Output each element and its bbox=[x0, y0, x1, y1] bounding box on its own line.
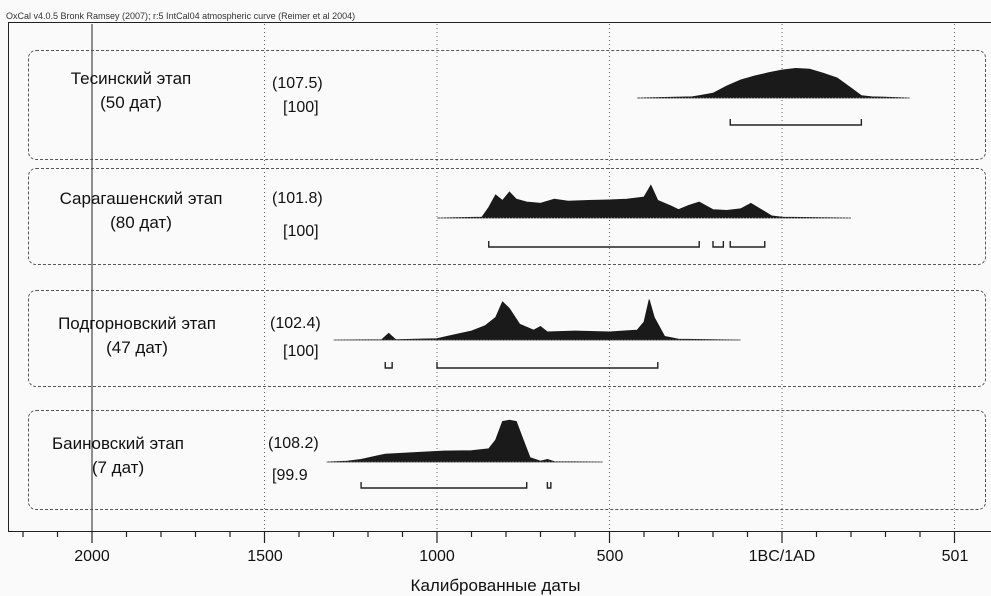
phase-agreement: (102.4) bbox=[270, 315, 321, 332]
range-bracket bbox=[729, 119, 863, 126]
phase-box-bainovsky bbox=[28, 410, 986, 510]
range-bracket bbox=[546, 482, 552, 489]
x-tick-label: 1BC/1AD bbox=[748, 548, 816, 565]
x-tick-label: 2000 bbox=[74, 548, 110, 565]
phase-box-podgornovsky bbox=[28, 290, 986, 387]
phase-name: Подгорновский этап bbox=[58, 314, 216, 333]
phase-label: Баиновский этап (7 дат) bbox=[28, 432, 208, 480]
phase-name: Тесинский этап bbox=[70, 69, 192, 88]
chart-header: OxCal v4.0.5 Bronk Ramsey (2007); r:5 In… bbox=[6, 11, 356, 21]
x-tick-label: 1000 bbox=[419, 548, 455, 565]
range-bracket bbox=[712, 241, 725, 248]
phase-overall: [100] bbox=[283, 99, 319, 116]
range-bracket bbox=[384, 362, 393, 369]
phase-agreement: (101.8) bbox=[272, 190, 323, 207]
range-bracket bbox=[488, 241, 700, 248]
phase-overall: [100] bbox=[283, 343, 319, 360]
phase-distribution bbox=[637, 67, 910, 99]
phase-count: (50 дат) bbox=[100, 93, 162, 112]
phase-agreement: (107.5) bbox=[272, 75, 323, 92]
phase-distribution bbox=[436, 184, 852, 219]
phase-distribution bbox=[333, 299, 741, 341]
phase-overall: [99.9 bbox=[272, 467, 308, 484]
x-tick-label: 500 bbox=[596, 548, 624, 565]
phase-box-saragashensky bbox=[28, 168, 986, 265]
phase-count: (47 дат) bbox=[106, 338, 168, 357]
phase-count: (80 дат) bbox=[110, 213, 172, 232]
phase-count: (7 дат) bbox=[91, 458, 145, 477]
phase-label: Сарагашенский этап (80 дат) bbox=[38, 187, 244, 235]
phase-agreement: (108.2) bbox=[268, 435, 319, 452]
phase-label: Тесинский этап (50 дат) bbox=[42, 67, 220, 115]
phase-label: Подгорновский этап (47 дат) bbox=[34, 312, 240, 360]
x-tick-label: 501 bbox=[941, 548, 969, 565]
plot-frame bbox=[8, 22, 991, 532]
phase-distribution bbox=[326, 419, 603, 463]
phase-overall: [100] bbox=[283, 223, 319, 240]
phase-name: Сарагашенский этап bbox=[59, 189, 223, 208]
x-tick-label: 1500 bbox=[247, 548, 283, 565]
range-bracket bbox=[360, 482, 528, 489]
x-axis-label: Калиброванные даты bbox=[410, 576, 581, 595]
phase-box-tesinsky bbox=[28, 50, 986, 160]
range-bracket bbox=[729, 241, 766, 248]
phase-name: Баиновский этап bbox=[52, 434, 184, 453]
range-bracket bbox=[436, 362, 659, 369]
